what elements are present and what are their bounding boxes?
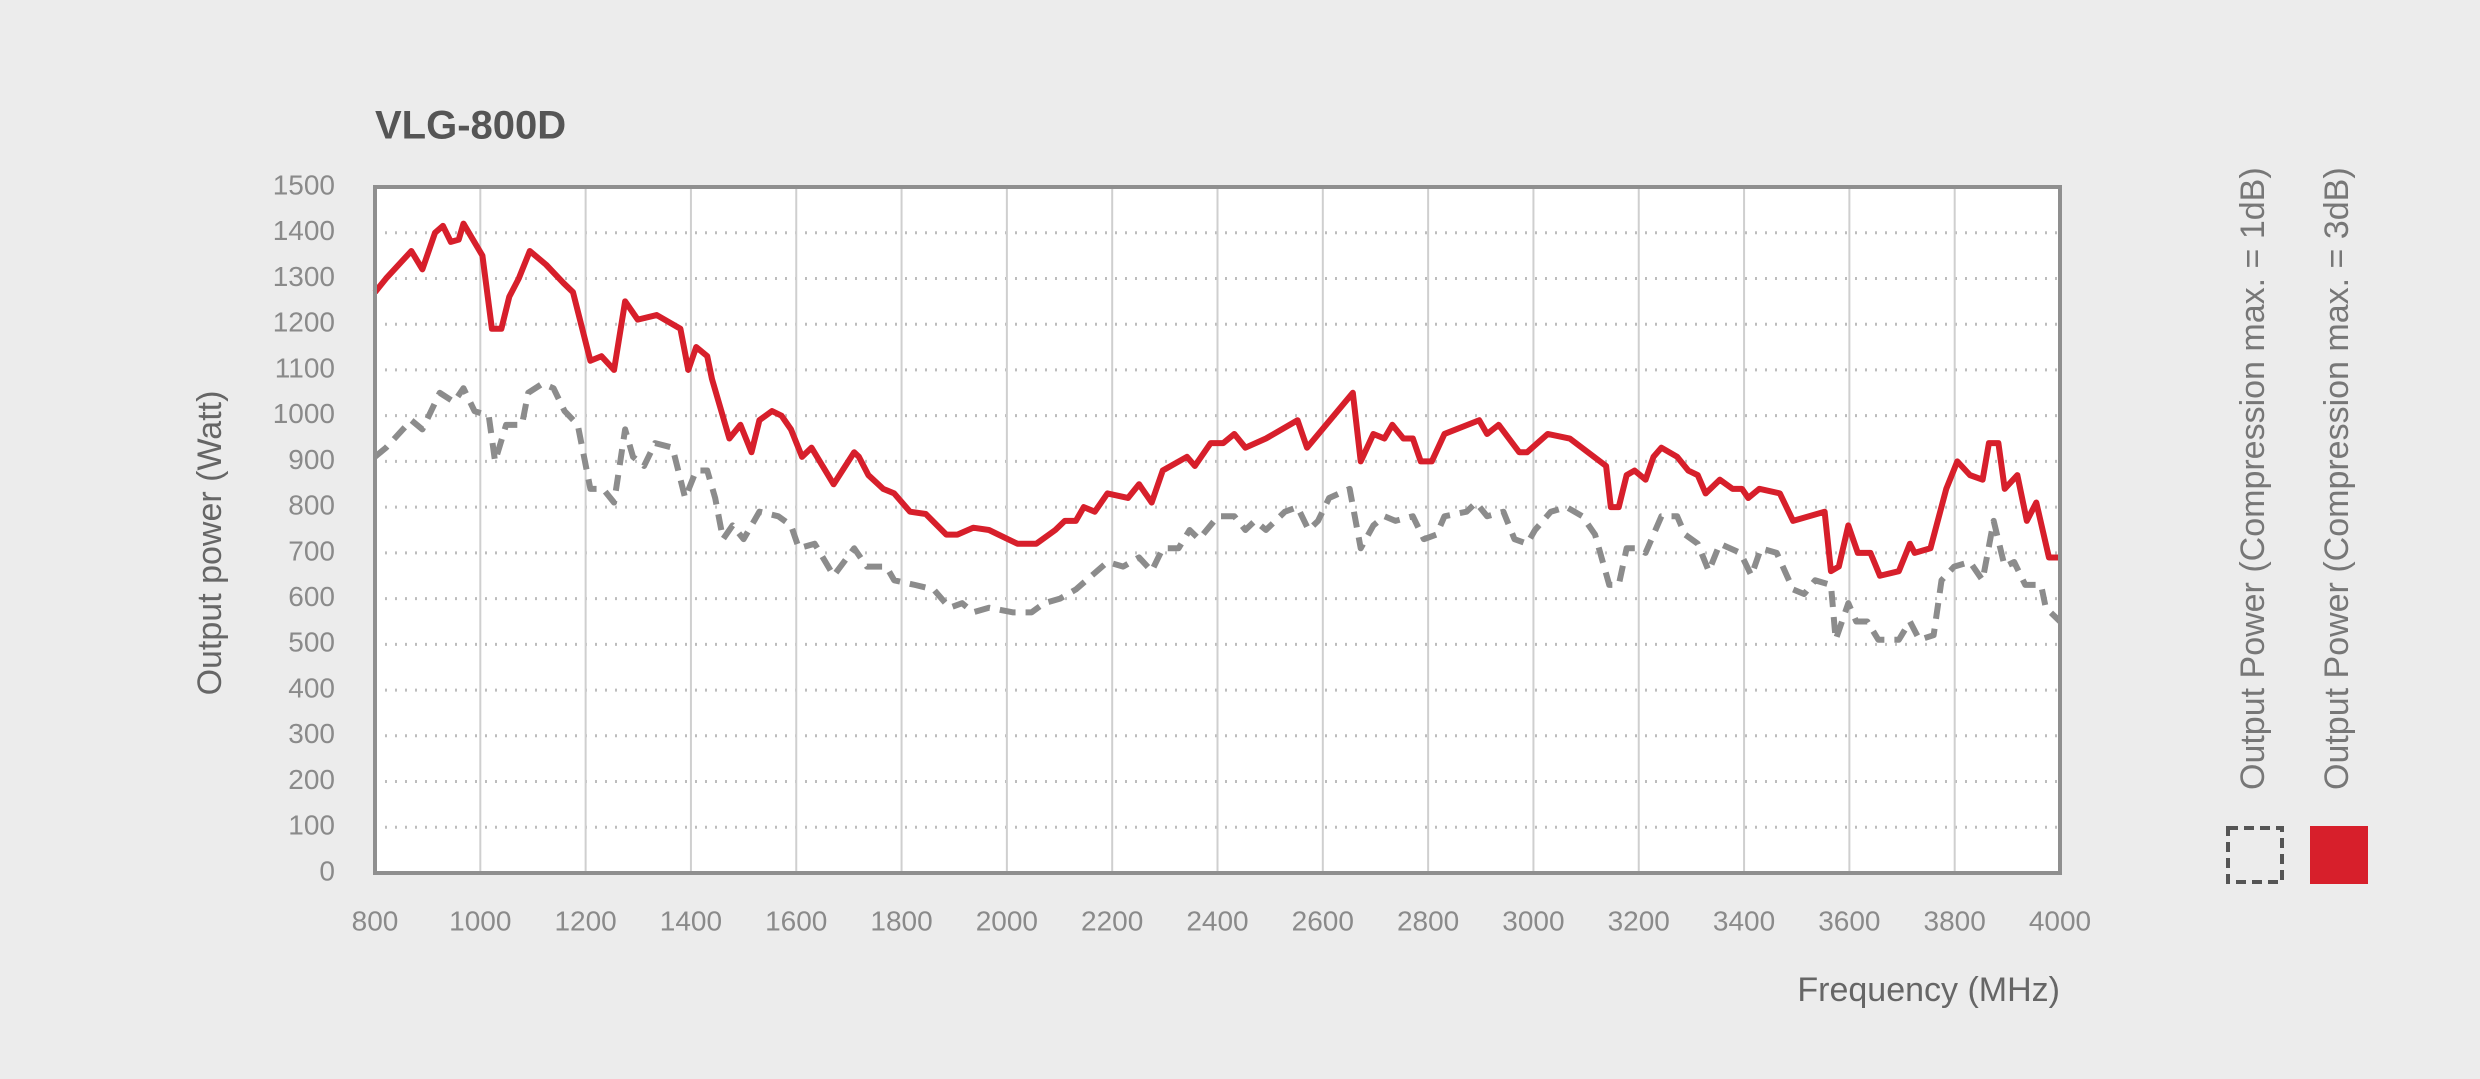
chart-title: VLG-800D bbox=[375, 104, 566, 148]
y-tick-label: 100 bbox=[288, 810, 335, 841]
x-tick-label: 3400 bbox=[1713, 905, 1775, 936]
x-tick-label: 4000 bbox=[2029, 905, 2091, 936]
x-tick-label: 1800 bbox=[870, 905, 932, 936]
y-tick-label: 0 bbox=[319, 855, 335, 886]
y-tick-label: 1300 bbox=[273, 261, 335, 292]
y-tick-label: 500 bbox=[288, 627, 335, 658]
x-tick-label: 800 bbox=[352, 905, 399, 936]
x-tick-label: 2200 bbox=[1081, 905, 1143, 936]
x-tick-label: 1600 bbox=[765, 905, 827, 936]
y-tick-label: 600 bbox=[288, 581, 335, 612]
x-tick-label: 1400 bbox=[660, 905, 722, 936]
x-tick-label: 2000 bbox=[976, 905, 1038, 936]
x-tick-label: 3800 bbox=[1924, 905, 1986, 936]
x-tick-label: 2400 bbox=[1186, 905, 1248, 936]
plot-border bbox=[373, 185, 2062, 875]
legend-swatch bbox=[2226, 826, 2284, 884]
x-tick-label: 2600 bbox=[1292, 905, 1354, 936]
x-axis-label: Frequency (MHz) bbox=[1797, 971, 2060, 1009]
y-axis-label: Output power (Watt) bbox=[191, 391, 229, 696]
y-tick-label: 700 bbox=[288, 535, 335, 566]
x-tick-label: 2800 bbox=[1397, 905, 1459, 936]
x-tick-label: 3600 bbox=[1818, 905, 1880, 936]
y-tick-label: 300 bbox=[288, 718, 335, 749]
legend-label: Output Power (Compression max. = 3dB) bbox=[2318, 167, 2356, 790]
y-tick-label: 200 bbox=[288, 764, 335, 795]
legend-swatch bbox=[2310, 826, 2368, 884]
y-tick-label: 1500 bbox=[273, 169, 335, 200]
y-tick-label: 1100 bbox=[275, 352, 335, 383]
x-tick-label: 3200 bbox=[1608, 905, 1670, 936]
data-line bbox=[372, 220, 2060, 579]
x-tick-label: 3000 bbox=[1502, 905, 1564, 936]
y-tick-label: 400 bbox=[288, 672, 335, 703]
y-tick-label: 1000 bbox=[273, 398, 335, 429]
legend-label: Output Power (Compression max. = 1dB) bbox=[2234, 167, 2272, 790]
x-tick-label: 1000 bbox=[449, 905, 511, 936]
y-tick-label: 900 bbox=[288, 444, 335, 475]
x-tick-label: 1200 bbox=[554, 905, 616, 936]
y-tick-label: 1400 bbox=[273, 215, 335, 246]
y-tick-label: 800 bbox=[288, 490, 335, 521]
y-tick-label: 1200 bbox=[273, 307, 335, 338]
